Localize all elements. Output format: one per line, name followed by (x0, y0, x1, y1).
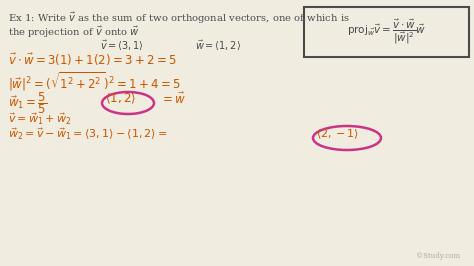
Text: $\mathrm{proj}_{\vec{w}}\vec{v}=\dfrac{\vec{v}\cdot\vec{w}}{|\vec{w}|^2}\vec{w}$: $\mathrm{proj}_{\vec{w}}\vec{v}=\dfrac{\… (347, 18, 426, 46)
Text: the projection of $\vec{v}$ onto $\vec{w}$: the projection of $\vec{v}$ onto $\vec{w… (8, 25, 140, 40)
Text: $\vec{w}_2 = \vec{v}-\vec{w}_1 = \langle 3,1\rangle-\langle 1,2\rangle=$: $\vec{w}_2 = \vec{v}-\vec{w}_1 = \langle… (8, 127, 167, 142)
Text: $|\vec{w}|^2=(\sqrt{1^2+2^2\,})^2 = 1+4 = 5$: $|\vec{w}|^2=(\sqrt{1^2+2^2\,})^2 = 1+4 … (8, 70, 181, 93)
Text: $\vec{w}=\langle 1,2\rangle$: $\vec{w}=\langle 1,2\rangle$ (195, 39, 241, 53)
Text: Ex 1: Write $\vec{v}$ as the sum of two orthogonal vectors, one of which is: Ex 1: Write $\vec{v}$ as the sum of two … (8, 11, 350, 26)
Text: $\langle 1,2\rangle$: $\langle 1,2\rangle$ (105, 92, 136, 106)
Text: $\vec{v} = \vec{w}_1 + \vec{w}_2$: $\vec{v} = \vec{w}_1 + \vec{w}_2$ (8, 111, 72, 127)
Text: $\vec{v}\cdot\vec{w} = 3(1)+1(2) = 3+2 = 5$: $\vec{v}\cdot\vec{w} = 3(1)+1(2) = 3+2 =… (8, 52, 176, 68)
Text: $\vec{v}=\langle 3,1\rangle$: $\vec{v}=\langle 3,1\rangle$ (100, 39, 144, 53)
Text: $\langle 2,-1\rangle$: $\langle 2,-1\rangle$ (316, 127, 359, 141)
Text: $\vec{w}_1 = \dfrac{5}{5}$: $\vec{w}_1 = \dfrac{5}{5}$ (8, 90, 47, 116)
FancyBboxPatch shape (304, 7, 469, 57)
Text: $= \vec{w}$: $= \vec{w}$ (160, 92, 186, 107)
Text: ©Study.com: ©Study.com (416, 252, 460, 260)
